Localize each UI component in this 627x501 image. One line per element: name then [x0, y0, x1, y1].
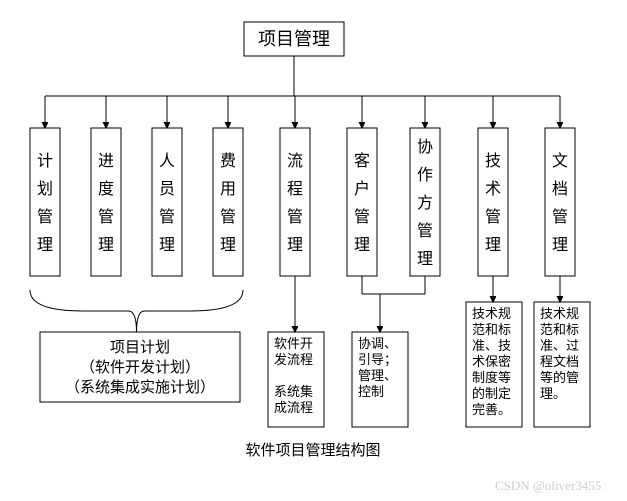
svg-text:引导；: 引导； [358, 352, 397, 368]
svg-text:管: 管 [485, 208, 501, 226]
svg-text:管: 管 [159, 208, 175, 226]
svg-text:制度等: 制度等 [472, 370, 511, 385]
svg-text:员: 员 [159, 180, 175, 198]
svg-text:理: 理 [159, 237, 175, 254]
svg-text:管: 管 [417, 222, 433, 240]
svg-text:控制: 控制 [358, 384, 384, 399]
svg-text:完善。: 完善。 [472, 402, 511, 417]
svg-text:成流程: 成流程 [274, 400, 313, 415]
svg-text:用: 用 [220, 181, 236, 198]
svg-text:方: 方 [417, 194, 433, 212]
org-chart: 项目管理计划管理进度管理人员管理费用管理流程管理客户管理协作方管理技术管理文档管… [0, 0, 627, 501]
svg-text:文: 文 [552, 152, 568, 170]
svg-text:计: 计 [37, 152, 53, 170]
svg-text:进: 进 [98, 152, 114, 170]
brace [30, 290, 243, 332]
svg-text:理: 理 [417, 251, 433, 268]
svg-text:等的管: 等的管 [540, 370, 579, 385]
svg-text:管: 管 [552, 208, 568, 226]
svg-text:管: 管 [220, 208, 236, 226]
svg-text:准、技: 准、技 [472, 338, 511, 353]
watermark: CSDN @oliver3455 [495, 478, 601, 493]
svg-text:管: 管 [37, 208, 53, 226]
desc-text-2: 技术规范和标准、技术保密制度等的制定完善。 [472, 306, 511, 417]
svg-text:人: 人 [159, 152, 175, 170]
svg-text:理: 理 [552, 237, 568, 254]
svg-text:理: 理 [287, 237, 303, 254]
svg-text:户: 户 [354, 180, 370, 198]
svg-text:术保密: 术保密 [472, 354, 511, 369]
svg-text:管: 管 [287, 208, 303, 226]
caption: 软件项目管理结构图 [245, 442, 380, 459]
root-label: 项目管理 [258, 29, 330, 49]
svg-text:范和标: 范和标 [540, 322, 579, 337]
svg-text:程文档: 程文档 [540, 354, 579, 369]
svg-text:理: 理 [220, 237, 236, 254]
svg-text:理: 理 [37, 237, 53, 254]
svg-text:软件开: 软件开 [274, 336, 313, 351]
svg-text:术: 术 [485, 180, 501, 198]
svg-text:理: 理 [98, 237, 114, 254]
svg-text:协: 协 [417, 138, 433, 156]
svg-text:准、过: 准、过 [540, 338, 579, 353]
svg-text:技术规: 技术规 [472, 306, 511, 321]
svg-text:系统集: 系统集 [274, 384, 313, 399]
plan-line-0: 项目计划 [110, 339, 170, 356]
svg-text:发流程: 发流程 [274, 352, 313, 367]
svg-text:费: 费 [220, 152, 236, 170]
svg-text:技: 技 [485, 152, 501, 170]
svg-text:度: 度 [98, 180, 114, 198]
svg-text:管理、: 管理、 [358, 368, 397, 383]
plan-line-1: （软件开发计划） [80, 359, 200, 376]
svg-text:程: 程 [287, 180, 303, 198]
svg-text:划: 划 [37, 180, 53, 198]
svg-text:理: 理 [485, 237, 501, 254]
svg-text:的制定: 的制定 [472, 386, 511, 401]
plan-line-2: （系统集成实施计划） [65, 379, 215, 396]
svg-text:管: 管 [354, 208, 370, 226]
svg-text:协调、: 协调、 [358, 336, 397, 351]
svg-text:理: 理 [354, 237, 370, 254]
svg-text:档: 档 [552, 180, 568, 198]
svg-text:流: 流 [287, 152, 303, 170]
svg-text:作: 作 [417, 166, 433, 184]
svg-text:理。: 理。 [540, 386, 566, 401]
svg-text:客: 客 [354, 152, 370, 170]
svg-text:范和标: 范和标 [472, 322, 511, 337]
svg-text:技术规: 技术规 [540, 306, 579, 321]
svg-text:管: 管 [98, 208, 114, 226]
